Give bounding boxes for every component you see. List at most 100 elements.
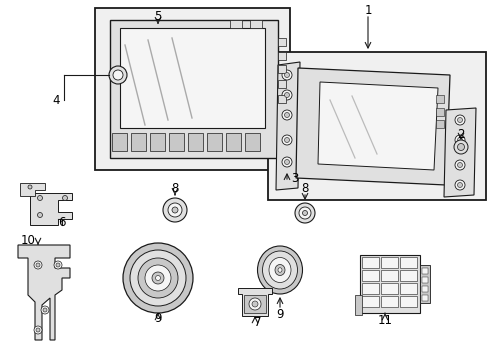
Bar [278,52,285,60]
Bar [150,133,164,151]
Ellipse shape [257,246,302,294]
Circle shape [457,162,462,167]
Bar [380,283,397,294]
Circle shape [298,207,310,219]
Circle shape [28,185,32,189]
Bar [120,28,264,128]
Bar [421,295,427,301]
Bar [435,120,443,128]
Circle shape [282,70,291,80]
Circle shape [38,212,42,217]
Circle shape [284,93,289,98]
Circle shape [454,115,464,125]
Polygon shape [354,295,361,315]
Circle shape [138,258,178,298]
Circle shape [163,198,186,222]
Circle shape [248,298,261,310]
Bar [421,277,427,283]
Bar [187,133,203,151]
Bar [361,283,378,294]
Polygon shape [295,68,449,185]
Circle shape [453,140,467,154]
Circle shape [130,250,185,306]
Text: 2: 2 [456,127,464,140]
Bar [225,133,241,151]
Polygon shape [18,245,70,340]
Circle shape [454,180,464,190]
Ellipse shape [274,265,285,275]
Circle shape [284,112,289,117]
Bar [131,133,146,151]
Ellipse shape [278,268,282,272]
Circle shape [457,183,462,188]
Text: 11: 11 [377,314,392,327]
Circle shape [36,328,40,332]
Bar [435,108,443,116]
Circle shape [457,117,462,122]
Bar [399,257,416,268]
Bar [278,80,285,88]
Bar [112,133,127,151]
Text: 4: 4 [52,94,60,107]
Bar [380,257,397,268]
Bar [278,65,285,73]
Circle shape [282,90,291,100]
Polygon shape [238,288,271,316]
Circle shape [34,326,42,334]
Text: 8: 8 [171,181,178,194]
Circle shape [38,195,42,201]
Text: 5: 5 [154,9,162,22]
Circle shape [454,160,464,170]
Bar [399,296,416,307]
Text: 1: 1 [364,4,371,17]
Text: 8: 8 [301,181,308,194]
Circle shape [145,265,171,291]
Polygon shape [317,82,437,170]
Circle shape [43,308,47,312]
Circle shape [282,135,291,145]
Circle shape [302,211,307,216]
Bar [169,133,183,151]
Circle shape [457,138,462,143]
Circle shape [54,261,62,269]
Bar [249,20,262,28]
Circle shape [41,306,49,314]
Circle shape [62,195,67,201]
Bar [244,295,265,313]
Bar [361,296,378,307]
Circle shape [282,157,291,167]
Circle shape [284,138,289,143]
Bar [399,283,416,294]
Bar [95,8,289,170]
Bar [267,52,485,200]
Bar [421,286,427,292]
Circle shape [34,261,42,269]
Text: 6: 6 [58,216,65,229]
Circle shape [454,135,464,145]
Text: 10: 10 [20,234,35,247]
Text: 9: 9 [154,311,162,324]
Polygon shape [30,193,72,225]
Polygon shape [275,62,299,190]
Circle shape [109,66,127,84]
Bar [380,270,397,281]
Ellipse shape [268,257,290,283]
Circle shape [36,263,40,267]
Circle shape [457,144,464,150]
Circle shape [284,72,289,77]
Ellipse shape [262,251,297,289]
Circle shape [251,301,258,307]
Circle shape [294,203,314,223]
Polygon shape [20,183,45,196]
Bar [361,270,378,281]
Bar [206,133,222,151]
Text: 7: 7 [254,315,261,328]
Circle shape [168,203,182,217]
Bar [421,268,427,274]
Bar [278,95,285,103]
Bar [278,38,285,46]
Bar [380,296,397,307]
Bar [110,20,278,158]
Circle shape [152,272,163,284]
Circle shape [56,263,60,267]
